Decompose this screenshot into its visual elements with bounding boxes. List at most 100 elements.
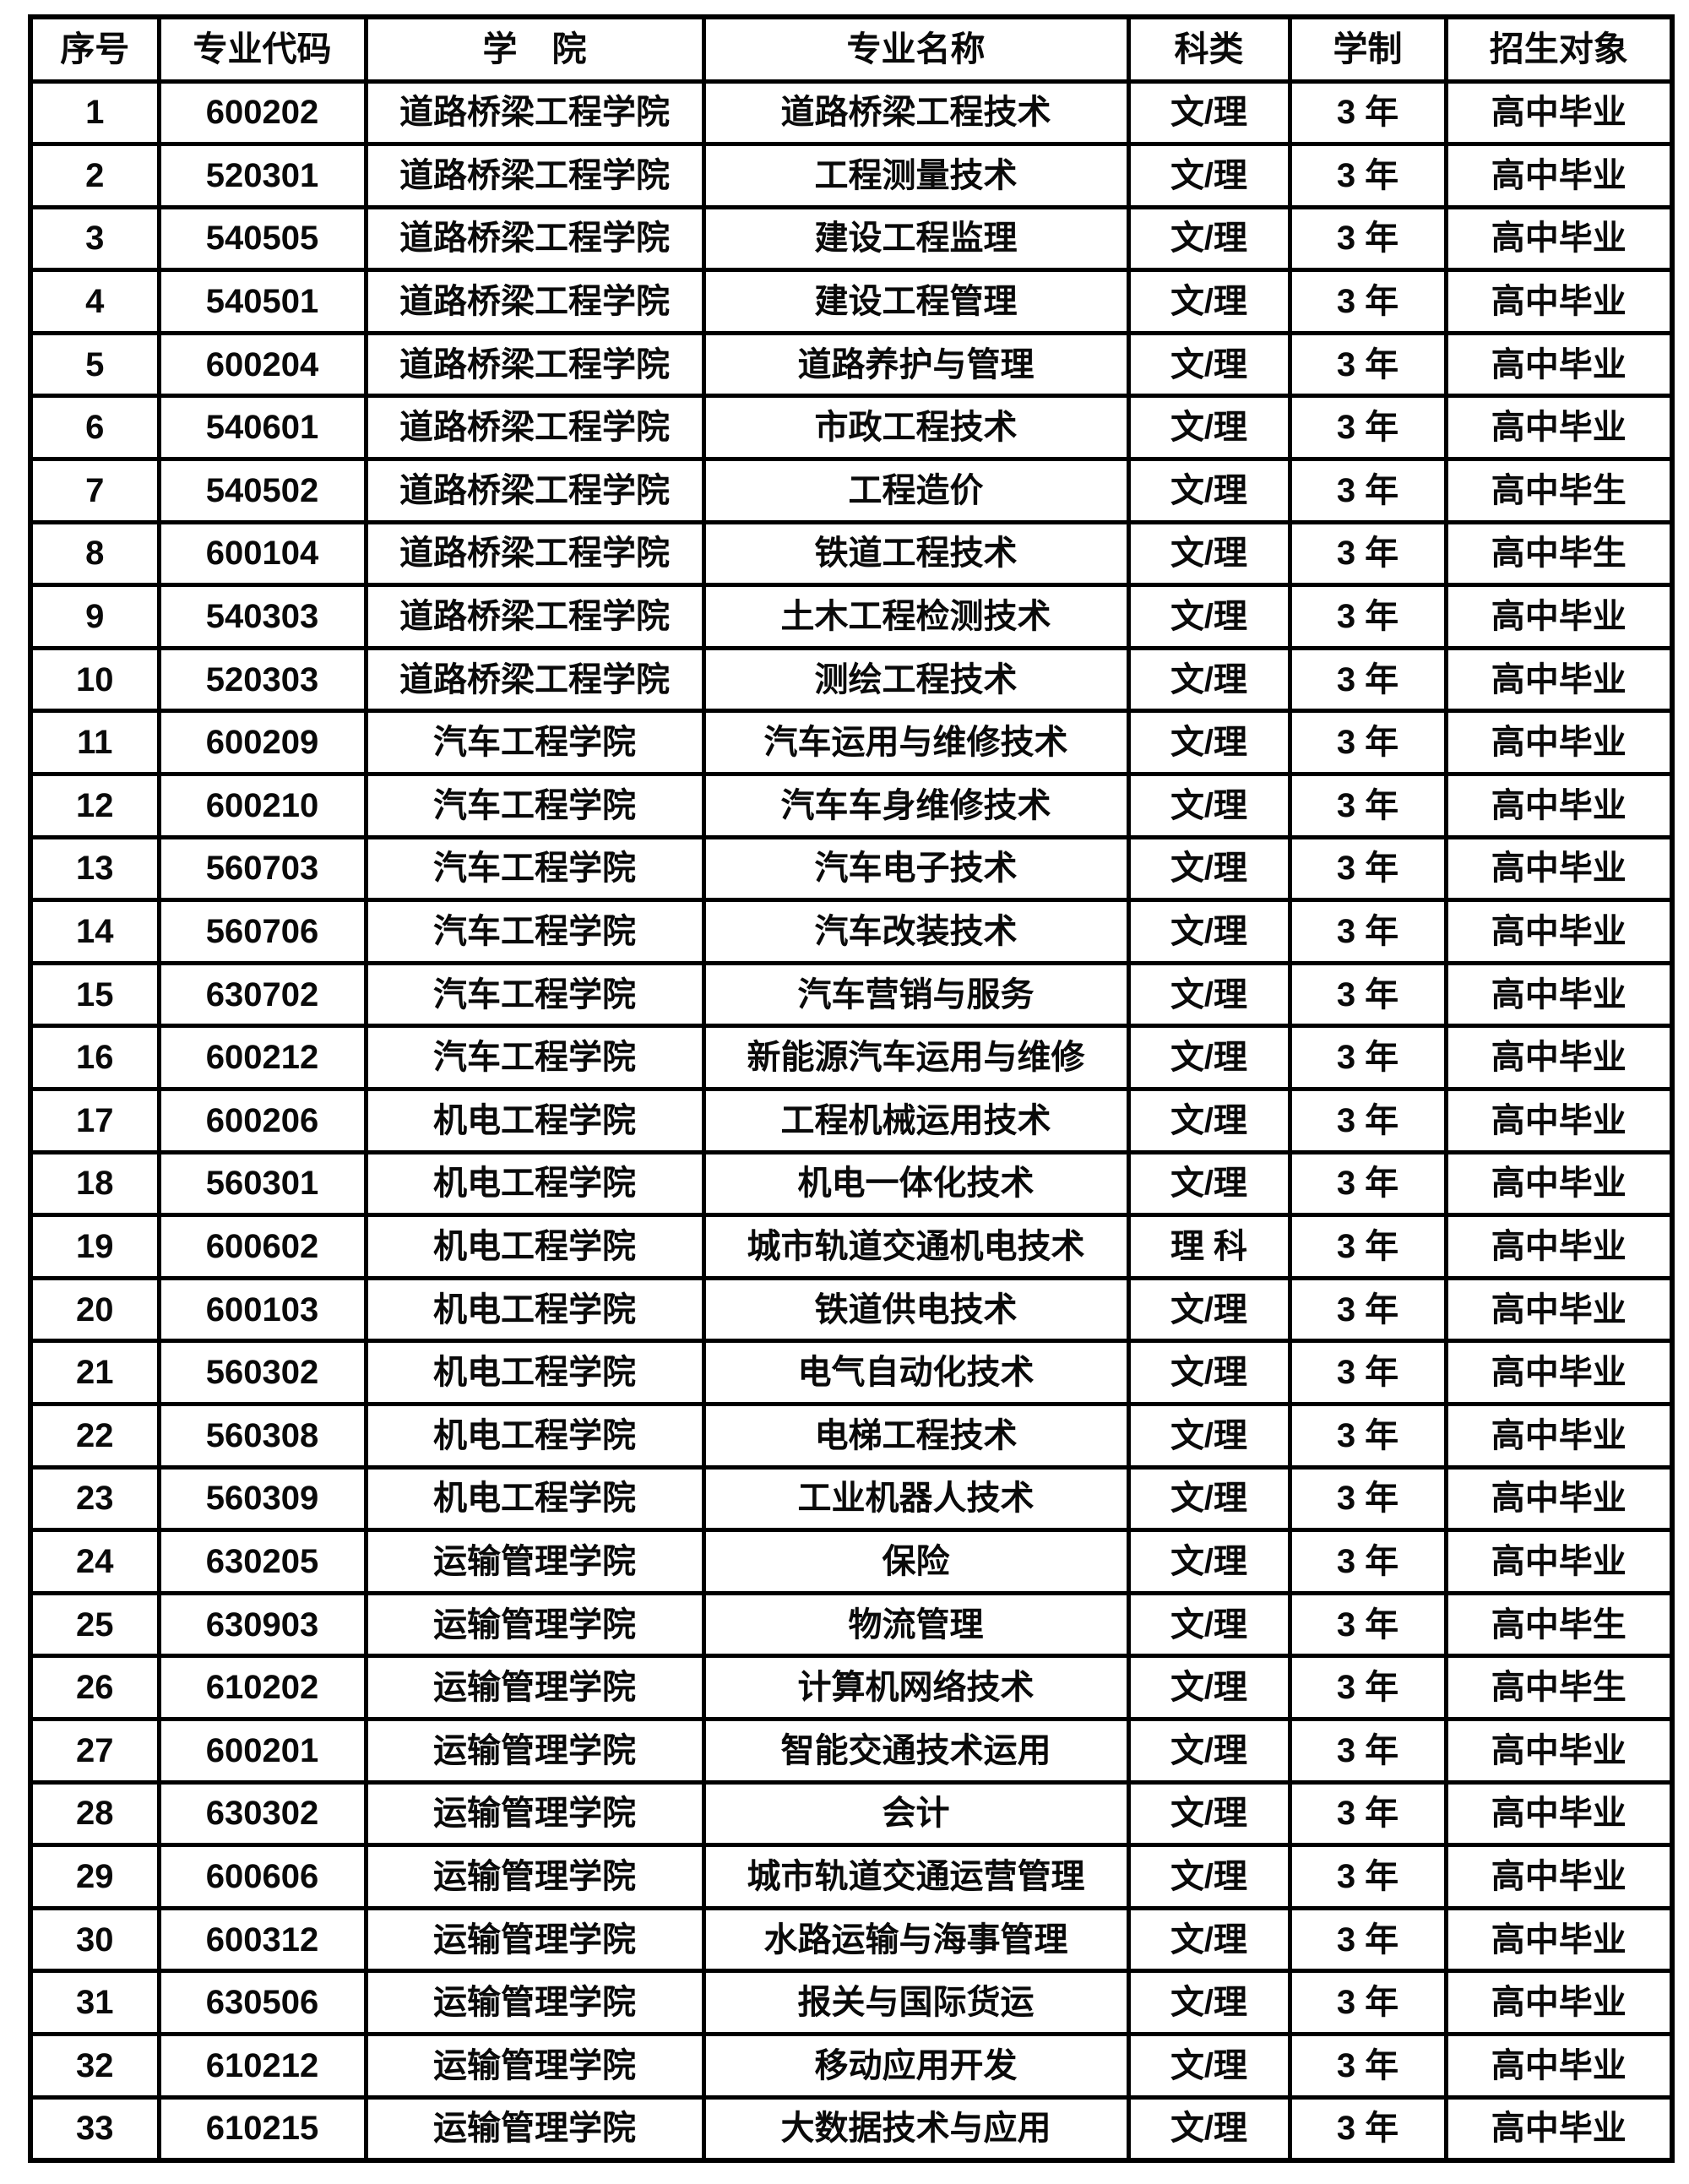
- cell-target: 高中毕业: [1443, 898, 1675, 965]
- cell-major: 汽车车身维修技术: [701, 772, 1131, 839]
- cell-category: 文/理: [1126, 1339, 1292, 1406]
- cell-index: 6: [28, 394, 161, 462]
- cell-college: 机电工程学院: [363, 1213, 706, 1280]
- cell-college: 运输管理学院: [363, 1654, 706, 1721]
- cell-duration: 3 年: [1287, 268, 1448, 335]
- cell-index: 11: [28, 709, 161, 777]
- cell-duration: 3 年: [1287, 2031, 1448, 2100]
- cell-category: 文/理: [1126, 1905, 1292, 1974]
- cell-college: 运输管理学院: [363, 2094, 706, 2163]
- cell-major: 测绘工程技术: [701, 645, 1131, 714]
- cell-major: 工程测量技术: [701, 142, 1131, 209]
- cell-target: 高中毕业: [1443, 394, 1675, 462]
- table-row: 27 600201 运输管理学院 智能交通技术运用 文/理 3 年高中毕业: [28, 1716, 1675, 1785]
- cell-code: 560301: [156, 1149, 368, 1218]
- table-row: 16 600212 汽车工程学院 新能源汽车运用与维修 文/理 3 年高中毕业: [28, 1024, 1675, 1091]
- table-row: 21 560302 机电工程学院 电气自动化技术 文/理 3 年高中毕业: [28, 1339, 1675, 1406]
- cell-major: 汽车营销与服务: [701, 960, 1131, 1029]
- cell-major: 大数据技术与应用: [701, 2094, 1131, 2163]
- cell-college: 汽车工程学院: [363, 898, 706, 965]
- cell-index: 22: [28, 1401, 161, 1470]
- cell-code: 560308: [156, 1401, 368, 1470]
- cell-index: 8: [28, 519, 161, 588]
- table-body: 1 600202 道路桥梁工程学院 道路桥梁工程技术 文/理 3 年高中毕业 2 520301…: [28, 79, 1675, 2163]
- cell-index: 15: [28, 960, 161, 1029]
- cell-target: 高中毕业: [1443, 1087, 1675, 1154]
- table-row: 32 610212 运输管理学院 移动应用开发 文/理 3 年高中毕业: [28, 2031, 1675, 2100]
- cell-major: 建设工程管理: [701, 268, 1131, 335]
- cell-major: 电梯工程技术: [701, 1401, 1131, 1470]
- header-college: 学 院: [363, 14, 706, 84]
- cell-college: 运输管理学院: [363, 1716, 706, 1785]
- cell-major: 汽车电子技术: [701, 834, 1131, 903]
- cell-code: 520301: [156, 142, 368, 209]
- cell-index: 32: [28, 2031, 161, 2100]
- cell-duration: 3 年: [1287, 1275, 1448, 1344]
- cell-index: 29: [28, 1843, 161, 1910]
- cell-target: 高中毕业: [1443, 79, 1675, 147]
- cell-duration: 3 年: [1287, 1401, 1448, 1470]
- cell-major: 机电一体化技术: [701, 1149, 1131, 1218]
- cell-index: 24: [28, 1528, 161, 1595]
- cell-index: 30: [28, 1905, 161, 1974]
- table-row: 8 600104 道路桥梁工程学院 铁道工程技术 文/理 3 年高中毕生: [28, 519, 1675, 588]
- table-row: 28 630302 运输管理学院 会计 文/理 3 年高中毕业: [28, 1779, 1675, 1848]
- cell-target: 高中毕业: [1443, 142, 1675, 209]
- cell-code: 630702: [156, 960, 368, 1029]
- table-row: 15 630702 汽车工程学院 汽车营销与服务 文/理 3 年高中毕业: [28, 960, 1675, 1029]
- cell-college: 汽车工程学院: [363, 709, 706, 777]
- table-row: 10 520303 道路桥梁工程学院 测绘工程技术 文/理 3 年高中毕业: [28, 645, 1675, 714]
- cell-target: 高中毕业: [1443, 1843, 1675, 1910]
- cell-category: 文/理: [1126, 457, 1292, 524]
- cell-code: 520303: [156, 645, 368, 714]
- cell-category: 文/理: [1126, 1528, 1292, 1595]
- cell-category: 文/理: [1126, 2094, 1292, 2163]
- cell-college: 机电工程学院: [363, 1149, 706, 1218]
- cell-index: 25: [28, 1590, 161, 1659]
- cell-major: 保险: [701, 1528, 1131, 1595]
- cell-code: 560302: [156, 1339, 368, 1406]
- cell-college: 汽车工程学院: [363, 960, 706, 1029]
- table-row: 6 540601 道路桥梁工程学院 市政工程技术 文/理 3 年高中毕业: [28, 394, 1675, 462]
- table-row: 23 560309 机电工程学院 工业机器人技术 文/理 3 年高中毕业: [28, 1464, 1675, 1533]
- cell-duration: 3 年: [1287, 1087, 1448, 1154]
- cell-target: 高中毕生: [1443, 1590, 1675, 1659]
- cell-index: 33: [28, 2094, 161, 2163]
- cell-major: 汽车运用与维修技术: [701, 709, 1131, 777]
- cell-target: 高中毕业: [1443, 1779, 1675, 1848]
- cell-category: 文/理: [1126, 1843, 1292, 1910]
- cell-code: 600206: [156, 1087, 368, 1154]
- cell-college: 道路桥梁工程学院: [363, 394, 706, 462]
- cell-category: 文/理: [1126, 330, 1292, 399]
- cell-category: 文/理: [1126, 1024, 1292, 1091]
- cell-duration: 3 年: [1287, 583, 1448, 650]
- cell-code: 540501: [156, 268, 368, 335]
- cell-index: 20: [28, 1275, 161, 1344]
- cell-code: 540601: [156, 394, 368, 462]
- cell-college: 运输管理学院: [363, 1528, 706, 1595]
- cell-duration: 3 年: [1287, 1024, 1448, 1091]
- cell-target: 高中毕业: [1443, 1905, 1675, 1974]
- cell-target: 高中毕业: [1443, 1024, 1675, 1091]
- cell-duration: 3 年: [1287, 1213, 1448, 1280]
- cell-duration: 3 年: [1287, 519, 1448, 588]
- cell-college: 道路桥梁工程学院: [363, 204, 706, 273]
- cell-college: 运输管理学院: [363, 1779, 706, 1848]
- cell-index: 31: [28, 1969, 161, 2036]
- cell-major: 土木工程检测技术: [701, 583, 1131, 650]
- cell-duration: 3 年: [1287, 709, 1448, 777]
- table-row: 2 520301 道路桥梁工程学院 工程测量技术 文/理 3 年高中毕业: [28, 142, 1675, 209]
- cell-code: 600201: [156, 1716, 368, 1785]
- cell-college: 道路桥梁工程学院: [363, 519, 706, 588]
- cell-category: 文/理: [1126, 1716, 1292, 1785]
- cell-code: 540502: [156, 457, 368, 524]
- table-row: 25 630903 运输管理学院 物流管理 文/理 3 年高中毕生: [28, 1590, 1675, 1659]
- cell-index: 27: [28, 1716, 161, 1785]
- header-code: 专业代码: [156, 14, 368, 84]
- cell-target: 高中毕生: [1443, 457, 1675, 524]
- cell-index: 14: [28, 898, 161, 965]
- table-row: 9 540303 道路桥梁工程学院 土木工程检测技术 文/理 3 年高中毕业: [28, 583, 1675, 650]
- cell-duration: 3 年: [1287, 394, 1448, 462]
- cell-college: 运输管理学院: [363, 1905, 706, 1974]
- cell-major: 移动应用开发: [701, 2031, 1131, 2100]
